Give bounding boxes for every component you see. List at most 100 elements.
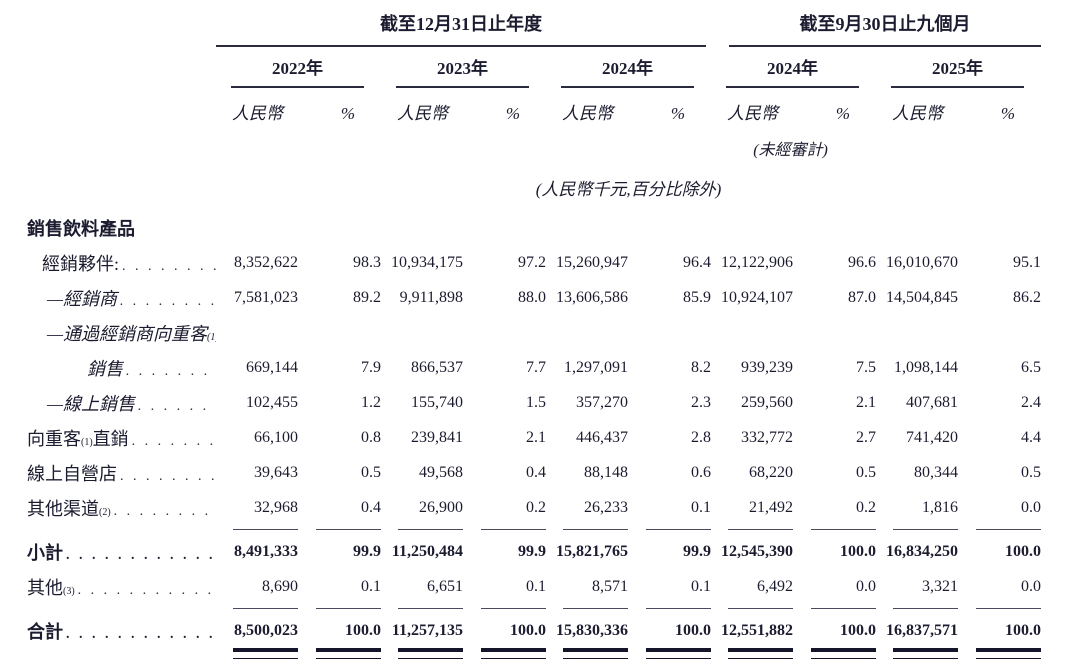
span-header-annual: 截至12月31日止年度 bbox=[216, 10, 707, 47]
rule-segment bbox=[976, 608, 1042, 609]
cell-value: 155,740 bbox=[411, 393, 463, 411]
cell-value: 15,821,765 bbox=[556, 542, 628, 560]
cell-value: 741,420 bbox=[906, 428, 959, 446]
financial-statement-page: 截至12月31日止年度 截至9月30日止九個月 2022年 2023年 2024… bbox=[20, 0, 1042, 659]
table-row: 其他渠道(2). . . . . . . . . . . . . . . . .… bbox=[20, 490, 1041, 525]
rule-segment bbox=[398, 529, 463, 530]
row-label: 銷售 bbox=[87, 358, 123, 379]
cell-value: 11,257,135 bbox=[391, 621, 463, 639]
cell-value: 12,551,882 bbox=[721, 621, 794, 639]
rule-segment bbox=[563, 608, 628, 609]
leader-dots: . . . . . . . . . . . . . . . . . . . . … bbox=[138, 398, 216, 414]
row-label: 小計 bbox=[27, 542, 63, 563]
cell-value: 10,924,107 bbox=[721, 288, 794, 306]
cell-value: 96.4 bbox=[683, 253, 712, 271]
table-row: 向重客(1)直銷. . . . . . . . . . . . . . . . … bbox=[20, 420, 1041, 455]
cell-value bbox=[958, 315, 1041, 350]
cell-value: 866,537 bbox=[411, 358, 463, 376]
cell-value bbox=[793, 210, 876, 245]
cell-value: 100.0 bbox=[510, 621, 546, 639]
percent-header: % bbox=[670, 104, 686, 123]
cell-value bbox=[546, 315, 628, 350]
double-rule-segment bbox=[811, 648, 877, 659]
cell-value: 100.0 bbox=[675, 621, 712, 639]
cell-value: 0.2 bbox=[526, 498, 546, 516]
rule-segment bbox=[233, 608, 298, 609]
cell-value bbox=[463, 210, 546, 245]
cell-value: 21,492 bbox=[749, 498, 794, 516]
row-label: 向重客 bbox=[27, 428, 81, 449]
rule-segment bbox=[481, 529, 546, 530]
rule-segment bbox=[811, 529, 877, 530]
double-rule-segment bbox=[233, 648, 298, 659]
year-header-9m-2024: 2024年 bbox=[726, 54, 860, 88]
table-row: 銷售. . . . . . . . . . . . . . . . . . . … bbox=[20, 350, 1041, 385]
cell-value bbox=[381, 210, 463, 245]
cell-value bbox=[463, 315, 546, 350]
currency-header: 人民幣 bbox=[892, 104, 944, 123]
row-label: —線上銷售 bbox=[47, 393, 136, 414]
cell-value: 0.1 bbox=[526, 577, 546, 595]
cell-value: 66,100 bbox=[254, 428, 298, 446]
cell-value: 32,968 bbox=[254, 498, 298, 516]
span-header-row: 截至12月31日止年度 截至9月30日止九個月 bbox=[20, 0, 1042, 47]
cell-value: 15,830,336 bbox=[556, 621, 628, 639]
cell-value: 2.7 bbox=[856, 428, 877, 446]
cell-value: 86.2 bbox=[1013, 288, 1042, 306]
cell-value: 7.9 bbox=[361, 358, 381, 376]
cell-value: 0.5 bbox=[856, 463, 877, 481]
cell-value: 939,239 bbox=[741, 358, 794, 376]
currency-header: 人民幣 bbox=[232, 104, 283, 123]
table-row: 合計. . . . . . . . . . . . . . . . . . . … bbox=[20, 613, 1041, 648]
cell-value: 99.9 bbox=[518, 542, 546, 560]
rule-segment bbox=[728, 608, 794, 609]
cell-value: 8.2 bbox=[691, 358, 712, 376]
rule-segment bbox=[316, 529, 381, 530]
double-rule-segment bbox=[728, 648, 794, 659]
cell-value bbox=[298, 315, 381, 350]
cell-value: 259,560 bbox=[741, 393, 794, 411]
double-rule-segment bbox=[316, 648, 381, 659]
cell-value: 13,606,586 bbox=[556, 288, 628, 306]
cell-value: 446,437 bbox=[576, 428, 628, 446]
rule-segment bbox=[646, 608, 712, 609]
percent-header: % bbox=[1000, 104, 1016, 123]
cell-value: 16,834,250 bbox=[886, 542, 959, 560]
cell-value: 15,260,947 bbox=[556, 253, 628, 271]
row-label: 合計 bbox=[27, 621, 63, 642]
cell-value bbox=[876, 210, 958, 245]
percent-header: % bbox=[835, 104, 851, 123]
cell-value: 80,344 bbox=[914, 463, 959, 481]
cell-value: 85.9 bbox=[683, 288, 712, 306]
leader-dots: . . . . . . . . . . . . . . . . . . . . … bbox=[113, 503, 216, 519]
leader-dots: . . . . . . . . . . . . . . . . . . . . … bbox=[122, 258, 216, 274]
cell-value bbox=[546, 210, 628, 245]
cell-value bbox=[958, 210, 1041, 245]
cell-value: 2.4 bbox=[1021, 393, 1042, 411]
cell-value: 12,545,390 bbox=[721, 542, 794, 560]
table-row: 小計. . . . . . . . . . . . . . . . . . . … bbox=[20, 534, 1041, 569]
leader-dots: . . . . . . . . . . . . . . . . . . . . … bbox=[131, 433, 216, 449]
cell-value bbox=[793, 315, 876, 350]
cell-value: 0.1 bbox=[361, 577, 381, 595]
cell-value: 2.1 bbox=[526, 428, 546, 446]
total-double-rule bbox=[20, 648, 1042, 659]
cell-value: 96.6 bbox=[848, 253, 877, 271]
cell-value: 16,010,670 bbox=[886, 253, 959, 271]
cell-value: 0.1 bbox=[691, 498, 712, 516]
rule-segment bbox=[893, 529, 959, 530]
cell-value: 0.4 bbox=[361, 498, 381, 516]
double-rule-segment bbox=[646, 648, 712, 659]
cell-value: 0.0 bbox=[1021, 577, 1042, 595]
cell-value: 239,841 bbox=[411, 428, 463, 446]
cell-value: 6,651 bbox=[427, 577, 463, 595]
cell-value: 26,233 bbox=[584, 498, 628, 516]
cell-value: 88,148 bbox=[584, 463, 628, 481]
cell-value: 7.5 bbox=[856, 358, 877, 376]
double-rule-segment bbox=[976, 648, 1042, 659]
row-label: 其他渠道 bbox=[27, 498, 99, 519]
cell-value: 1,297,091 bbox=[564, 358, 628, 376]
rule-segment bbox=[481, 608, 546, 609]
cell-value: 100.0 bbox=[345, 621, 381, 639]
subheader-row: 人民幣 % 人民幣 % 人民幣 % 人民幣 % 人民幣 % bbox=[20, 88, 1041, 132]
